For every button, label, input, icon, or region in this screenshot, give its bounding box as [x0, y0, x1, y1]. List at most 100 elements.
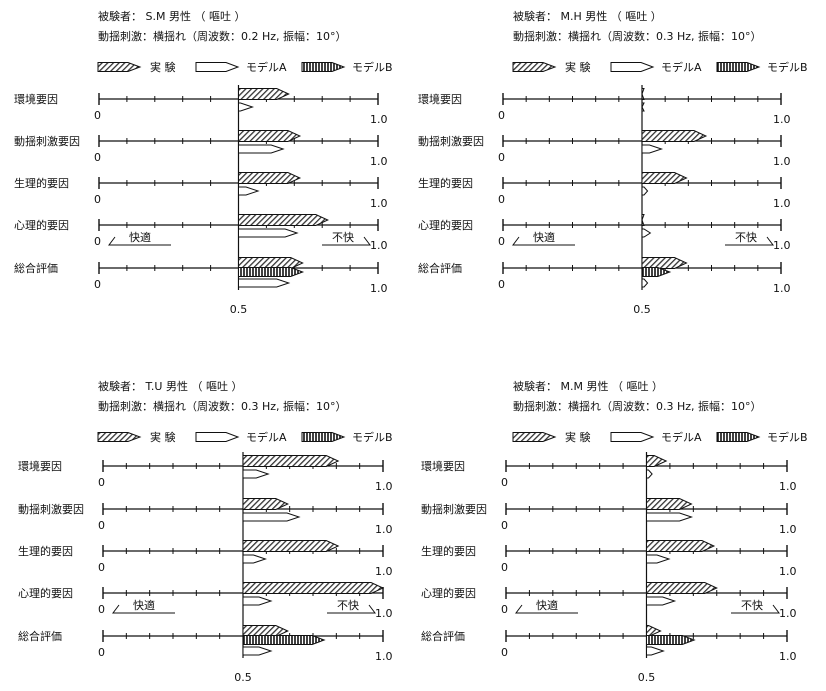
tick-label-1-0: 1.0: [375, 523, 393, 536]
factor-label: 生理的要因: [421, 544, 476, 558]
bar-model-a: [646, 646, 665, 656]
legend-label-model-a: モデルA: [246, 60, 287, 74]
tick-label-1-0: 1.0: [370, 239, 388, 252]
factor-label: 心理的要因: [418, 218, 473, 232]
stimulus-line: 動揺刺激：横揺れ（周波数：0.3 Hz, 振幅：10°）: [98, 399, 347, 413]
factor-label: 環境要因: [421, 459, 465, 473]
discomfort-label: 不快: [735, 231, 757, 244]
tick-label-0: 0: [498, 151, 505, 164]
tick-label-1-0: 1.0: [773, 197, 791, 210]
tick-label-0: 0: [501, 646, 508, 659]
tick-label-1-0: 1.0: [773, 239, 791, 252]
tick-label-1-0: 1.0: [375, 607, 393, 620]
factor-label: 生理的要因: [14, 176, 69, 190]
factor-label: 環境要因: [14, 92, 58, 106]
discomfort-arrow: [322, 236, 371, 246]
tick-label-0: 0: [94, 109, 101, 122]
bar-model-a: [242, 512, 301, 522]
bar-experiment: [641, 257, 688, 269]
legend-swatch-model-a: [195, 62, 240, 72]
subject-line: 被験者： T.U 男性 （ 嘔吐 ）: [98, 379, 242, 393]
legend-label-model-a: モデルA: [661, 60, 702, 74]
bar-model-a: [641, 228, 652, 238]
tick-label-1-0: 1.0: [779, 480, 797, 493]
bar-model-b: [242, 635, 326, 645]
factor-label: 動揺刺激要因: [18, 502, 84, 516]
discomfort-arrow: [725, 236, 774, 246]
tick-label-1-0: 1.0: [773, 113, 791, 126]
comfort-arrow: [512, 236, 575, 246]
bar-experiment: [242, 455, 340, 467]
tick-label-0: 0: [501, 603, 508, 616]
discomfort-label: 不快: [332, 231, 354, 244]
factor-label: 総合評価: [421, 629, 465, 643]
legend-swatch-model-a: [610, 62, 655, 72]
tick-label-0: 0: [498, 235, 505, 248]
discomfort-arrow: [327, 604, 376, 614]
bar-experiment: [238, 257, 304, 269]
legend: 実 験 モデルA モデルB: [97, 60, 393, 74]
tick-label-0: 0: [501, 476, 508, 489]
bar-experiment: [641, 214, 645, 226]
tick-label-0: 0: [94, 193, 101, 206]
chart-panel-2: 被験者： M.H 男性 （ 嘔吐 ） 動揺刺激：横揺れ（周波数：0.3 Hz, 振…: [418, 9, 808, 316]
legend-swatch-model-a: [610, 432, 655, 442]
factor-label: 環境要因: [418, 92, 462, 106]
tick-label-1-0: 1.0: [779, 523, 797, 536]
bar-experiment: [238, 88, 290, 100]
legend-swatch-model-a: [195, 432, 240, 442]
legend-swatch-experiment: [97, 432, 142, 442]
stimulus-line: 動揺刺激：横揺れ（周波数：0.3 Hz, 振幅：10°）: [513, 399, 762, 413]
bar-experiment: [238, 172, 302, 184]
legend-label-experiment: 実 験: [150, 60, 176, 74]
discomfort-arrow: [731, 604, 780, 614]
legend-label-model-b: モデルB: [352, 430, 393, 444]
bar-experiment: [641, 88, 645, 100]
bar-model-a: [646, 469, 653, 479]
legend-label-model-a: モデルA: [661, 430, 702, 444]
factor-label: 生理的要因: [18, 544, 73, 558]
bar-model-a: [641, 186, 649, 196]
legend-swatch-experiment: [97, 62, 142, 72]
bar-model-a: [641, 278, 649, 288]
comfort-label: 快適: [133, 598, 155, 612]
comfort-arrow: [108, 236, 171, 246]
legend-label-model-b: モデルB: [352, 60, 393, 74]
comfort-label: 快適: [129, 230, 151, 244]
tick-label-0: 0: [501, 519, 508, 532]
legend: 実 験 モデルA モデルB: [97, 430, 393, 444]
bar-model-a: [238, 144, 285, 154]
bar-model-a: [238, 186, 260, 196]
chart-panel-3: 被験者： T.U 男性 （ 嘔吐 ） 動揺刺激：横揺れ（周波数：0.3 Hz, 振…: [18, 379, 393, 684]
tick-label-0: 0: [94, 235, 101, 248]
comfort-arrow: [112, 604, 175, 614]
tick-label-1-0: 1.0: [779, 565, 797, 578]
tick-label-1-0: 1.0: [773, 282, 791, 295]
bar-model-b: [238, 267, 305, 277]
legend-swatch-model-b: [716, 432, 761, 442]
comfort-arrow: [515, 604, 578, 614]
discomfort-label: 不快: [741, 599, 763, 612]
bar-experiment: [646, 540, 716, 552]
tick-label-0-5: 0.5: [633, 303, 651, 316]
legend: 実 験 モデルA モデルB: [512, 60, 808, 74]
tick-label-0: 0: [98, 603, 105, 616]
bar-experiment: [646, 498, 693, 510]
legend-swatch-experiment: [512, 432, 557, 442]
tick-label-1-0: 1.0: [370, 282, 388, 295]
tick-label-1-0: 1.0: [370, 197, 388, 210]
bar-experiment: [242, 540, 340, 552]
subject-line: 被験者： M.H 男性 （ 嘔吐 ）: [513, 9, 662, 23]
tick-label-1-0: 1.0: [779, 607, 797, 620]
legend-label-experiment: 実 験: [150, 430, 176, 444]
legend-swatch-model-b: [716, 62, 761, 72]
bar-experiment: [646, 582, 718, 594]
legend-label-experiment: 実 験: [565, 60, 591, 74]
tick-label-0-5: 0.5: [638, 671, 656, 684]
tick-label-0: 0: [498, 109, 505, 122]
factor-label: 心理的要因: [421, 586, 476, 600]
tick-label-0: 0: [498, 193, 505, 206]
comfort-label: 快適: [533, 230, 555, 244]
bar-model-b: [646, 635, 696, 645]
